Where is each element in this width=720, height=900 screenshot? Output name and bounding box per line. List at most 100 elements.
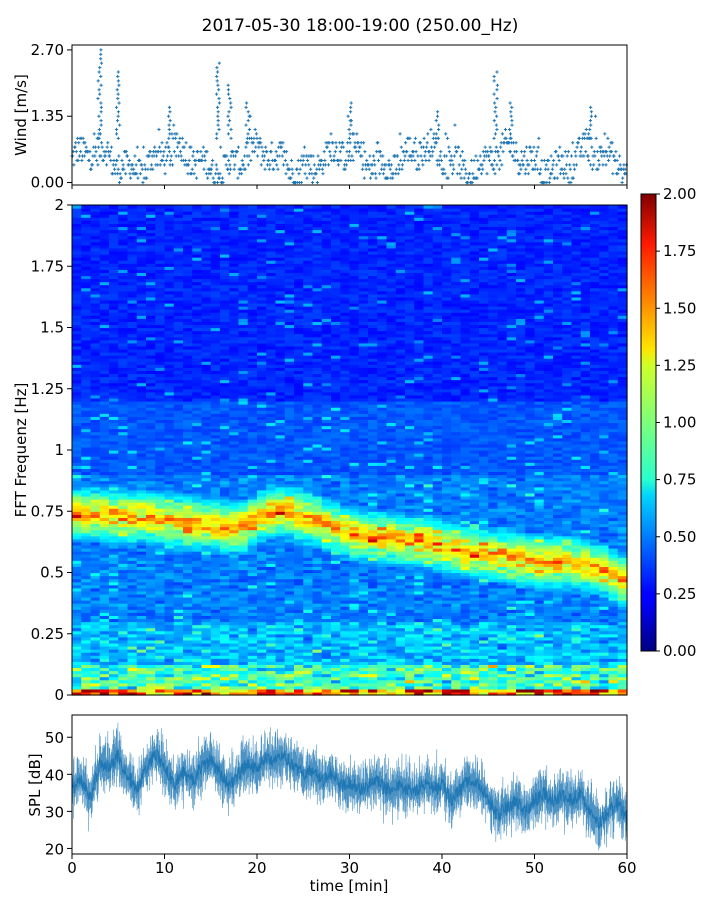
spectrogram-cell (109, 446, 119, 451)
wind-point (132, 167, 136, 171)
wind-point (320, 158, 324, 163)
wind-point (323, 163, 328, 167)
spectrogram-cell (72, 293, 82, 298)
spectrogram-cell (72, 646, 82, 650)
wind-point (588, 105, 593, 109)
wind-point (508, 136, 512, 140)
spectrogram-cell (72, 327, 82, 332)
wind-point (524, 167, 528, 171)
spectrogram-cell (81, 483, 92, 488)
spectrogram-cell (81, 649, 92, 653)
spectrogram-cell (72, 569, 82, 574)
wind-point (494, 123, 498, 127)
spectrogram-cell (109, 621, 119, 626)
spectrogram-cell (99, 618, 110, 623)
spectrogram-cell (99, 303, 110, 307)
wind-point (607, 145, 611, 149)
wind-point (301, 158, 305, 163)
spectrogram-cell (72, 486, 82, 491)
spectrogram-cell (90, 459, 101, 463)
wind-point (490, 149, 494, 154)
spectrogram-cell (72, 554, 82, 558)
wind-point (323, 158, 327, 163)
wind-point (76, 158, 80, 163)
spectrogram-cell (99, 437, 110, 442)
spectrogram-cell (81, 407, 92, 411)
wind-point (418, 141, 423, 145)
spectrogram-cell (90, 633, 101, 638)
spectrogram-cell (81, 376, 92, 381)
spectrogram-cell (90, 612, 101, 616)
wind-point (485, 172, 489, 176)
spectrogram-cell (72, 548, 82, 552)
wind-point (99, 110, 103, 114)
spectrogram-cell (99, 557, 110, 561)
spectrogram-cell (90, 391, 101, 396)
wind-point (201, 145, 205, 149)
spectrogram-cell (81, 517, 92, 522)
wind-point (252, 136, 256, 140)
spectrogram-cell (90, 303, 101, 307)
wind-point (355, 132, 359, 136)
wind-point (215, 74, 219, 79)
spectrogram-cell (109, 560, 119, 564)
wind-point (305, 158, 310, 163)
spectrogram-cell (90, 682, 101, 687)
wind-point (593, 154, 597, 158)
spectrogram-cell (72, 257, 82, 261)
spectrogram-cell (81, 673, 92, 678)
spectrogram-cell (109, 431, 119, 436)
spectrogram-cell (90, 205, 101, 209)
wind-point (262, 158, 266, 163)
spectrogram-cell (90, 269, 101, 273)
spectrogram-cell (99, 499, 110, 503)
spectrogram-cell (109, 330, 119, 335)
spectrogram-cell (72, 603, 82, 607)
spectrogram-cell (81, 486, 92, 491)
wind-point (114, 105, 119, 109)
spectrogram-cell (109, 247, 119, 252)
wind-point (321, 172, 325, 176)
wind-point (160, 141, 164, 145)
spectrogram-cell (72, 229, 82, 234)
spectrogram-cell (81, 446, 92, 451)
wind-point (442, 167, 446, 171)
spectrogram-cell (81, 676, 92, 681)
spectrogram-cell (99, 299, 110, 304)
wind-point (493, 101, 497, 105)
spectrogram-cell (99, 682, 110, 687)
wind-point (423, 154, 427, 158)
spectrogram-cell (90, 502, 101, 506)
spectrogram-cell (90, 422, 101, 427)
spectrogram-cell (99, 560, 110, 564)
spectrogram-cell (99, 446, 110, 451)
spectrogram-cell (81, 538, 92, 543)
spectrogram-cell (90, 306, 101, 310)
spectrogram-cell (109, 376, 119, 381)
spectrogram-cell (109, 566, 119, 571)
spectrogram-cell (90, 593, 101, 598)
spectrogram-cell (109, 554, 119, 558)
spectrogram-cell (99, 309, 110, 313)
wind-point (443, 172, 447, 176)
spectrogram-cell (99, 342, 110, 347)
wind-point (492, 167, 496, 171)
spectrogram-cell (90, 367, 101, 371)
spectrogram-cell (81, 612, 92, 616)
wind-point (97, 88, 101, 92)
spectrogram-cell (109, 639, 119, 644)
wind-point (424, 158, 428, 163)
spectrogram-cell (72, 535, 82, 540)
spectrogram-cell (99, 578, 110, 583)
spectrogram-cell (81, 514, 92, 518)
spectrogram-cell (81, 379, 92, 384)
spectrogram-cell (90, 229, 101, 234)
wind-x-ticks (71, 185, 628, 189)
wind-point (210, 163, 214, 167)
wind-point (200, 158, 204, 163)
wind-point (341, 145, 345, 149)
wind-point (568, 167, 572, 171)
wind-y-axis-label: Wind [m/s] (12, 74, 30, 156)
spectrogram-cell (90, 624, 101, 629)
